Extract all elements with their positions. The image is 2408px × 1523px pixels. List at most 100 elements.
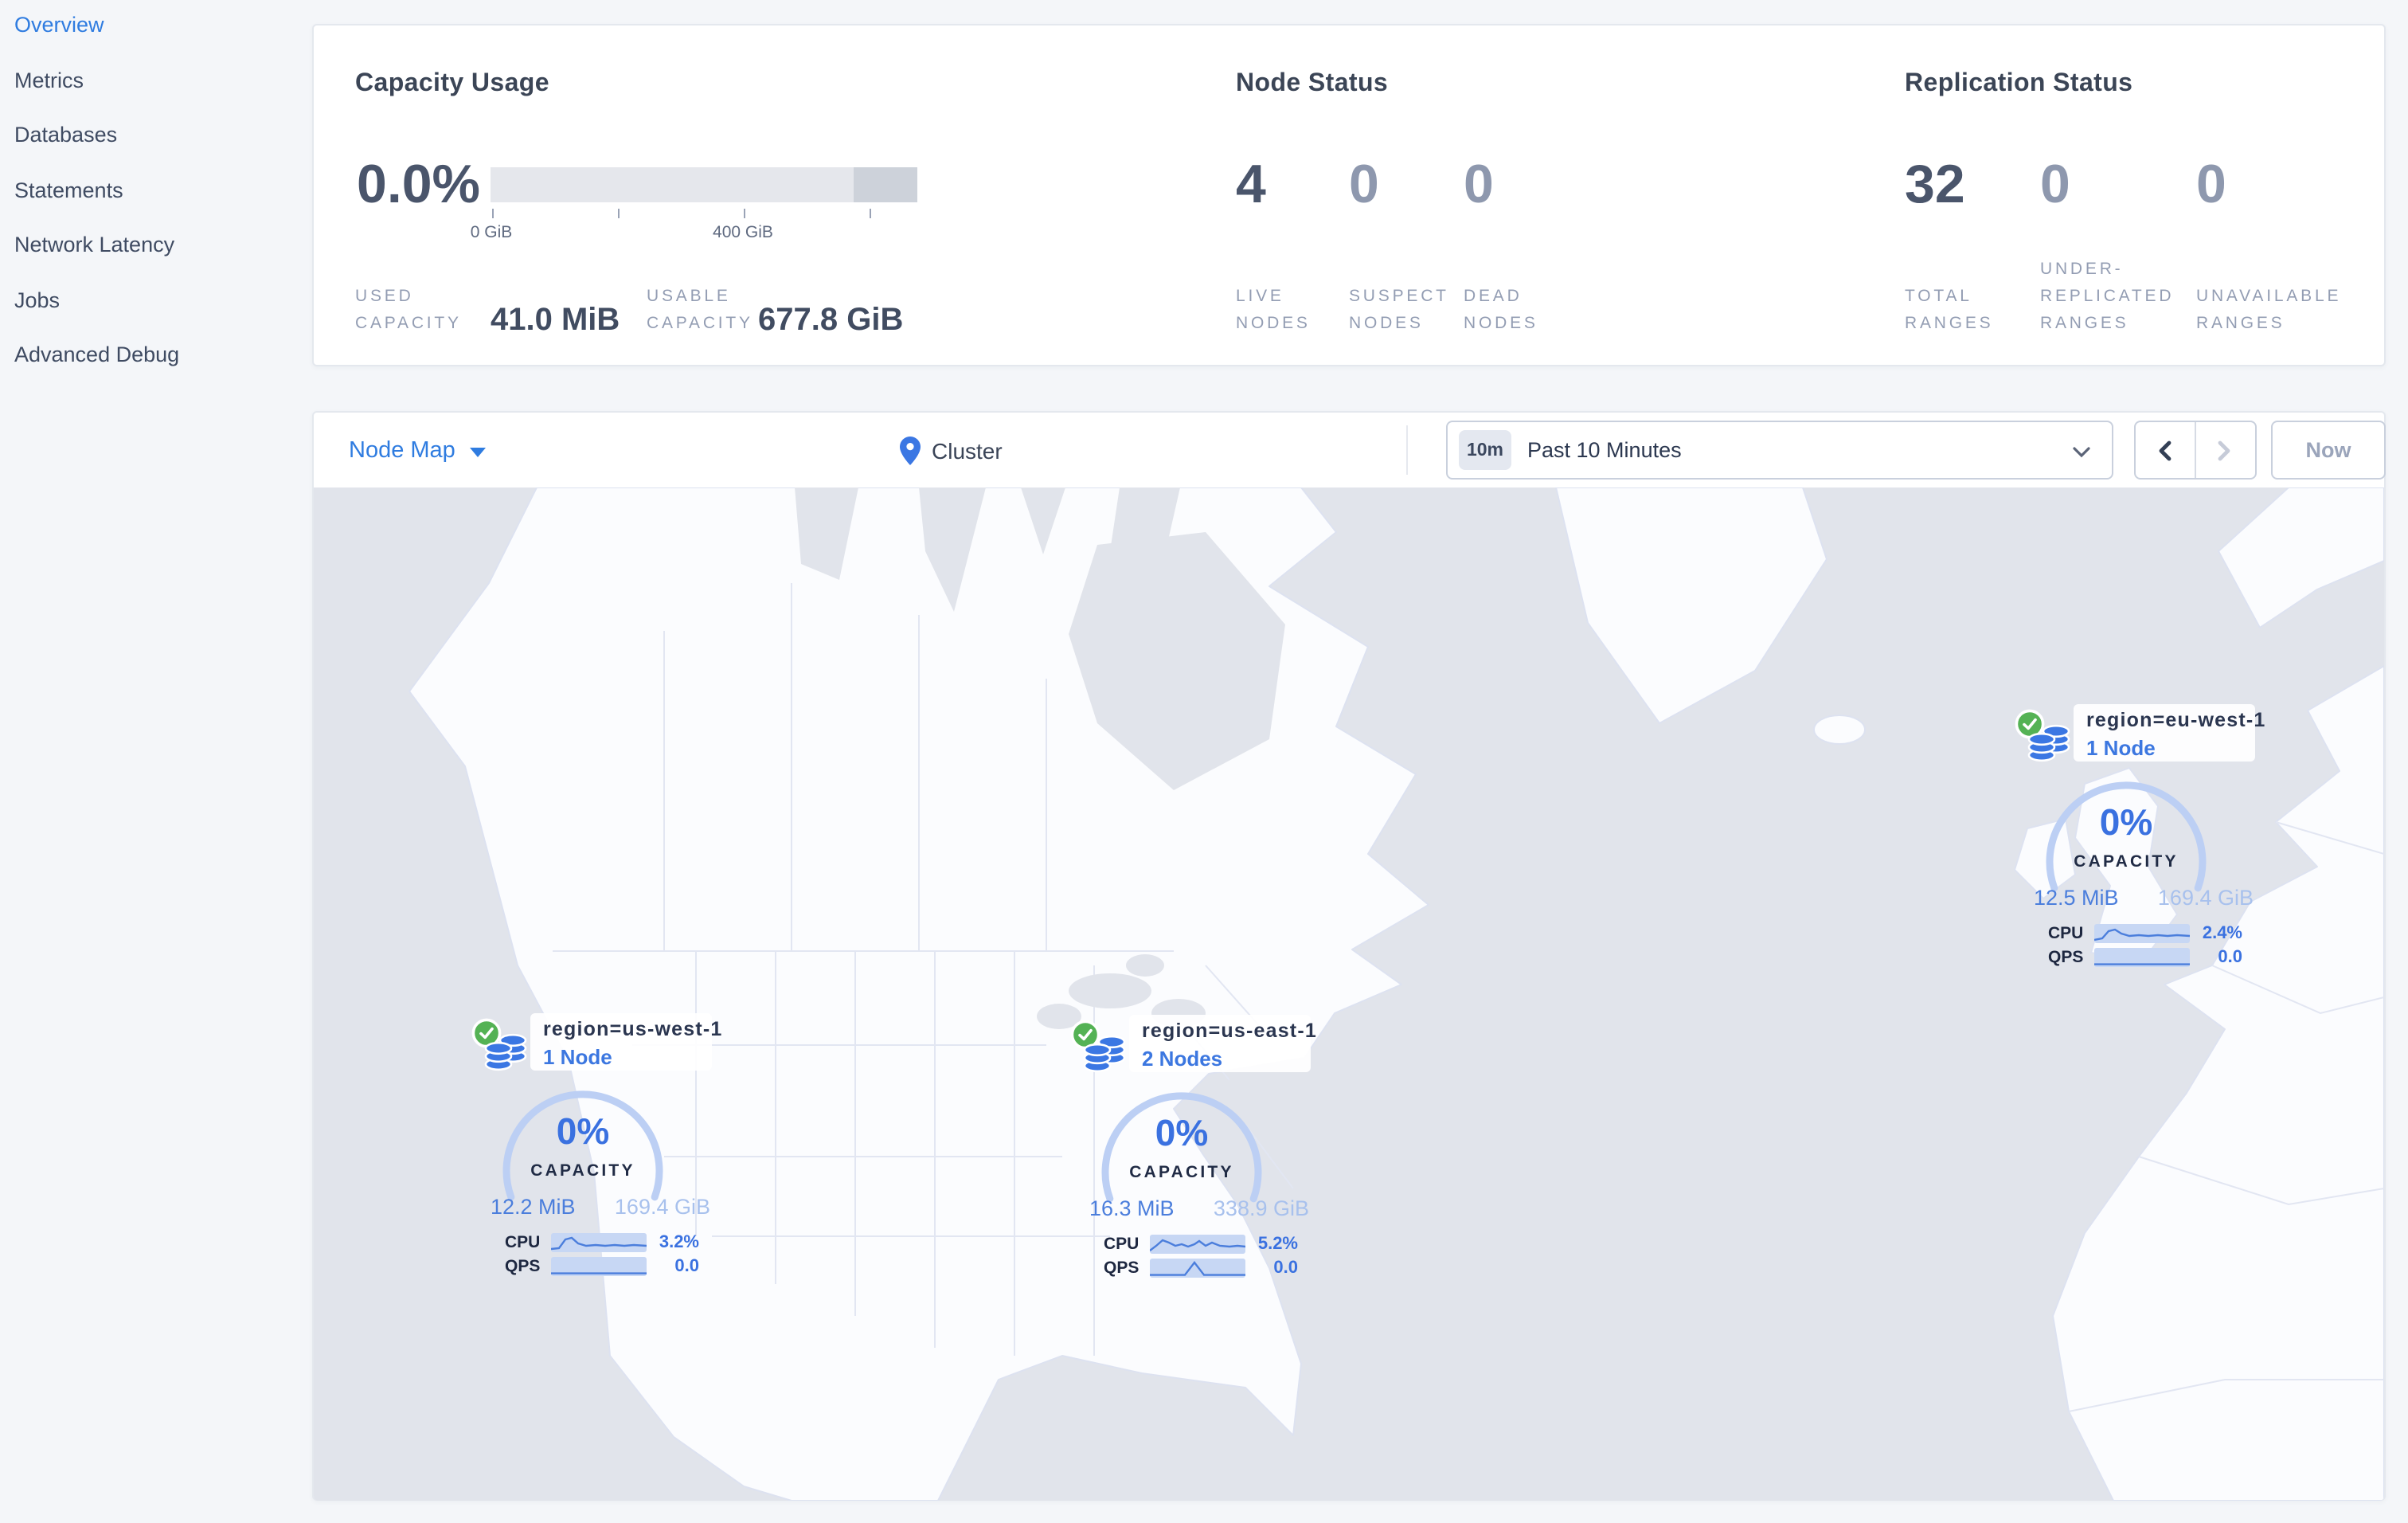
now-button[interactable]: Now — [2271, 421, 2386, 480]
capacity-gauge-percent: 0% — [556, 1110, 610, 1152]
healthy-check-icon — [2015, 709, 2045, 739]
region-total-capacity: 169.4 GiB — [2157, 886, 2254, 910]
stat-label-line: CAPACITY — [355, 314, 462, 333]
region-total-capacity: 338.9 GiB — [1213, 1196, 1309, 1220]
region-marker-eu-west-1[interactable]: region=eu-west-1 1 Node 0% CAPACITY 12.5… — [1991, 704, 2265, 978]
toolbar-divider — [1406, 425, 1408, 475]
sidebar-item-network-latency[interactable]: Network Latency — [14, 233, 175, 256]
qps-value: 0.0 — [1273, 1259, 1298, 1278]
replication-stat-value: 0 — [2040, 155, 2070, 215]
replication-stat-label: UNAVAILABLE RANGES — [2196, 249, 2341, 338]
region-marker-us-west-1[interactable]: region=us-west-1 1 Node 0% CAPACITY 12.2… — [448, 1013, 721, 1287]
sidebar-item-databases[interactable]: Databases — [14, 123, 118, 147]
qps-sparkline — [2094, 948, 2190, 967]
usable-capacity-value: 677.8 GiB — [758, 303, 904, 338]
used-capacity-value: 41.0 MiB — [491, 303, 620, 338]
region-node-count-link[interactable]: 1 Node — [543, 1045, 612, 1069]
stat-label-line: NODES — [1236, 314, 1311, 333]
chevron-down-icon — [2073, 447, 2090, 458]
time-range-label: Past 10 Minutes — [1527, 438, 1682, 462]
qps-sparkline — [1150, 1259, 1245, 1278]
cpu-value: 2.4% — [2202, 923, 2242, 942]
capacity-bar-tick — [617, 209, 619, 218]
capacity-gauge-label: CAPACITY — [530, 1161, 635, 1180]
region-node-count-link[interactable]: 2 Nodes — [1142, 1047, 1223, 1071]
capacity-bar-tick-label: 400 GiB — [713, 223, 773, 242]
cpu-label: CPU — [505, 1232, 541, 1251]
chevron-right-icon — [2218, 440, 2230, 460]
node-map: region=us-west-1 1 Node 0% CAPACITY 12.2… — [314, 487, 2384, 1501]
replication-stat-label: UNDER- REPLICATED RANGES — [2040, 249, 2174, 338]
capacity-usage-title: Capacity Usage — [355, 70, 549, 97]
time-forward-button[interactable] — [2195, 422, 2255, 478]
capacity-gauge-arc — [1101, 1092, 1262, 1203]
replication-stat-value: 32 — [1905, 155, 1965, 215]
qps-label: QPS — [505, 1257, 541, 1276]
breadcrumb[interactable]: Cluster — [900, 413, 1003, 487]
cpu-value: 5.2% — [1257, 1234, 1298, 1253]
database-stack-icon — [484, 1033, 527, 1071]
cluster-summary-panel: Capacity Usage 0.0% 0 GiB 400 GiB USED CAP… — [312, 24, 2386, 366]
capacity-bar-reserved-segment — [854, 167, 917, 202]
region-label-chip — [2074, 704, 2255, 762]
stat-label-line: LIVE — [1236, 287, 1284, 306]
region-total-capacity: 169.4 GiB — [614, 1195, 710, 1219]
sidebar-item-overview[interactable]: Overview — [14, 13, 104, 37]
region-used-capacity: 12.5 MiB — [2034, 886, 2119, 910]
sidebar-item-metrics[interactable]: Metrics — [14, 68, 84, 92]
stat-label-line: NODES — [1349, 314, 1424, 333]
sidebar-item-jobs[interactable]: Jobs — [14, 288, 61, 311]
sidebar: Overview Metrics Databases Statements Networ… — [0, 0, 312, 1523]
sidebar-item-statements[interactable]: Statements — [14, 178, 123, 202]
sidebar-item-advanced-debug[interactable]: Advanced Debug — [14, 343, 180, 366]
map-pin-icon — [900, 436, 921, 464]
capacity-percent: 0.0% — [357, 155, 480, 215]
stat-label-line: SUSPECT — [1349, 287, 1449, 306]
qps-metric-row: QPS 0.0 — [2048, 947, 2242, 968]
region-used-capacity: 16.3 MiB — [1089, 1196, 1175, 1220]
world-map — [408, 487, 2384, 1501]
cpu-sparkline — [551, 1232, 647, 1251]
time-step-control — [2134, 421, 2257, 480]
region-label-chip — [1129, 1015, 1311, 1072]
database-stack-icon — [1083, 1035, 1126, 1073]
replication-stat-label: TOTAL RANGES — [1905, 249, 1994, 338]
nodes-stat-label: SUSPECT NODES — [1349, 249, 1449, 338]
cpu-label: CPU — [2048, 923, 2084, 942]
capacity-bar-track — [491, 167, 917, 202]
time-range-selector[interactable]: 10m Past 10 Minutes — [1446, 421, 2113, 480]
view-selector-dropdown[interactable]: Node Map — [349, 413, 486, 487]
capacity-gauge-percent: 0% — [2099, 801, 2153, 843]
qps-value: 0.0 — [674, 1257, 699, 1276]
capacity-bar-tick — [743, 209, 745, 218]
cpu-label: CPU — [1104, 1234, 1140, 1253]
region-node-count-link[interactable]: 1 Node — [2086, 736, 2156, 760]
healthy-check-icon — [1070, 1020, 1100, 1050]
qps-label: QPS — [2048, 948, 2084, 967]
nodes-stat-label: DEAD NODES — [1464, 249, 1538, 338]
qps-value: 0.0 — [2218, 948, 2242, 967]
view-selector-label: Node Map — [349, 437, 455, 463]
region-label-chip — [530, 1013, 712, 1071]
qps-metric-row: QPS 0.0 — [505, 1256, 699, 1277]
usable-capacity-label: USABLE CAPACITY — [647, 249, 753, 338]
map-toolbar: Node Map Cluster 10m Past 10 Minutes — [314, 413, 2386, 487]
region-name: region=eu-west-1 — [2086, 709, 2266, 731]
time-back-button[interactable] — [2136, 422, 2195, 478]
stat-label-line: DEAD — [1464, 287, 1523, 306]
replication-stat-value: 0 — [2196, 155, 2226, 215]
capacity-bar-tick-label: 0 GiB — [470, 223, 513, 242]
capacity-bar: 0 GiB 400 GiB — [471, 167, 917, 263]
nodes-stat-value: 0 — [1349, 155, 1379, 215]
stat-label-line: UNDER- — [2040, 260, 2124, 279]
qps-metric-row: QPS 0.0 — [1104, 1258, 1298, 1278]
cpu-sparkline — [2094, 923, 2190, 942]
nodes-stat-label: LIVE NODES — [1236, 249, 1311, 338]
stat-label-line: USABLE — [647, 287, 731, 306]
stat-label-line: TOTAL — [1905, 287, 1972, 306]
capacity-bar-tick — [491, 209, 493, 218]
breadcrumb-label: Cluster — [932, 437, 1003, 463]
region-marker-us-east-1[interactable]: region=us-east-1 2 Nodes 0% CAPACITY 16.… — [1046, 1015, 1317, 1289]
database-stack-icon — [2027, 724, 2070, 762]
